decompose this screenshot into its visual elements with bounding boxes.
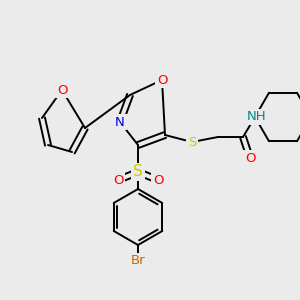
Text: S: S bbox=[133, 164, 143, 179]
Text: O: O bbox=[153, 173, 163, 187]
Text: S: S bbox=[188, 136, 196, 148]
Text: Br: Br bbox=[131, 254, 145, 268]
Text: O: O bbox=[245, 152, 255, 164]
Text: O: O bbox=[113, 173, 123, 187]
Text: O: O bbox=[57, 83, 67, 97]
Text: N: N bbox=[115, 116, 125, 128]
Text: O: O bbox=[157, 74, 167, 86]
Text: NH: NH bbox=[247, 110, 267, 124]
